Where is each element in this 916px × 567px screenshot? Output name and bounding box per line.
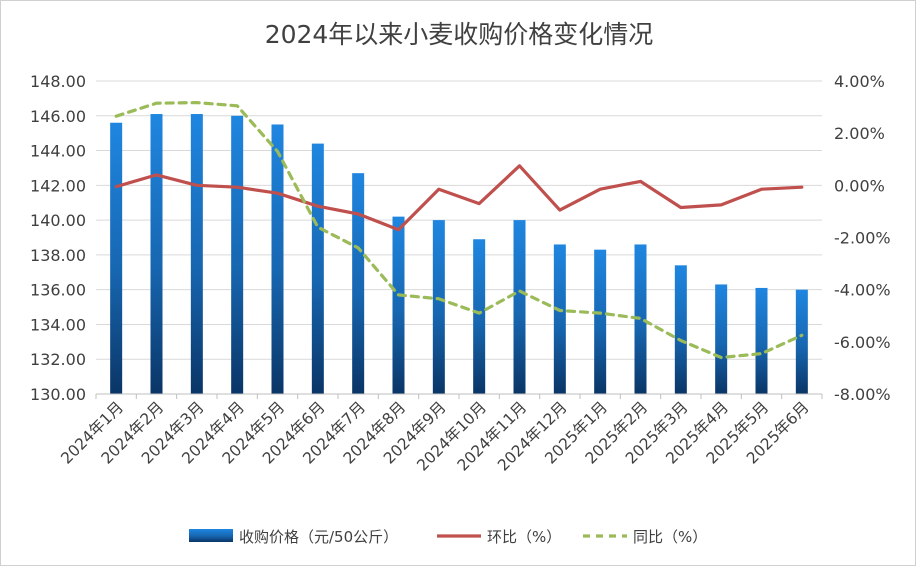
bar — [392, 216, 405, 394]
y-left-tick-label: 138.00 — [30, 246, 86, 265]
bar-series — [110, 114, 808, 395]
bar — [150, 114, 163, 395]
bar — [311, 143, 324, 394]
line-series — [114, 100, 804, 360]
bar — [231, 115, 244, 395]
bar — [594, 249, 607, 394]
bar — [473, 239, 486, 394]
y-right-tick-label: 0.00% — [834, 176, 885, 195]
y-left-tick-label: 140.00 — [30, 211, 86, 230]
y-right-tick-label: -6.00% — [834, 333, 891, 352]
bar — [271, 124, 284, 394]
y-left-tick-label: 148.00 — [30, 72, 86, 91]
legend: 收购价格（元/50公斤） 环比（%） 同比（%） — [189, 528, 707, 546]
grid-lines — [96, 80, 822, 395]
y-left-tick-label: 136.00 — [30, 281, 86, 300]
y-left-tick-label: 142.00 — [30, 176, 86, 195]
bar — [553, 244, 566, 394]
legend-label: 同比（%） — [633, 528, 707, 546]
chart-title: 2024年以来小麦收购价格变化情况 — [265, 20, 654, 49]
yoy-line — [114, 100, 804, 360]
y-right-tick-label: -4.00% — [834, 281, 891, 300]
bar — [634, 244, 647, 394]
y-right-tick-label: -8.00% — [834, 385, 891, 404]
y-left-tick-label: 132.00 — [30, 350, 86, 369]
y-left-tick-label: 134.00 — [30, 315, 86, 334]
y-right-tick-label: -2.00% — [834, 229, 891, 248]
bar — [674, 265, 687, 394]
bar — [110, 122, 123, 394]
legend-bar-swatch — [189, 529, 233, 542]
bar — [432, 220, 445, 394]
bar — [755, 287, 768, 394]
legend-label: 环比（%） — [487, 528, 561, 546]
mom-line — [114, 164, 804, 232]
y-left-tick-label: 146.00 — [30, 107, 86, 126]
bar — [190, 114, 203, 395]
y-right-tick-label: 4.00% — [834, 72, 885, 91]
y-right-tick-label: 2.00% — [834, 124, 885, 143]
legend-label: 收购价格（元/50公斤） — [239, 528, 398, 546]
y-left-tick-label: 130.00 — [30, 385, 86, 404]
y-left-tick-label: 144.00 — [30, 142, 86, 161]
bar — [795, 289, 808, 394]
bar — [715, 284, 728, 394]
bar — [513, 220, 526, 394]
bar — [352, 173, 365, 394]
